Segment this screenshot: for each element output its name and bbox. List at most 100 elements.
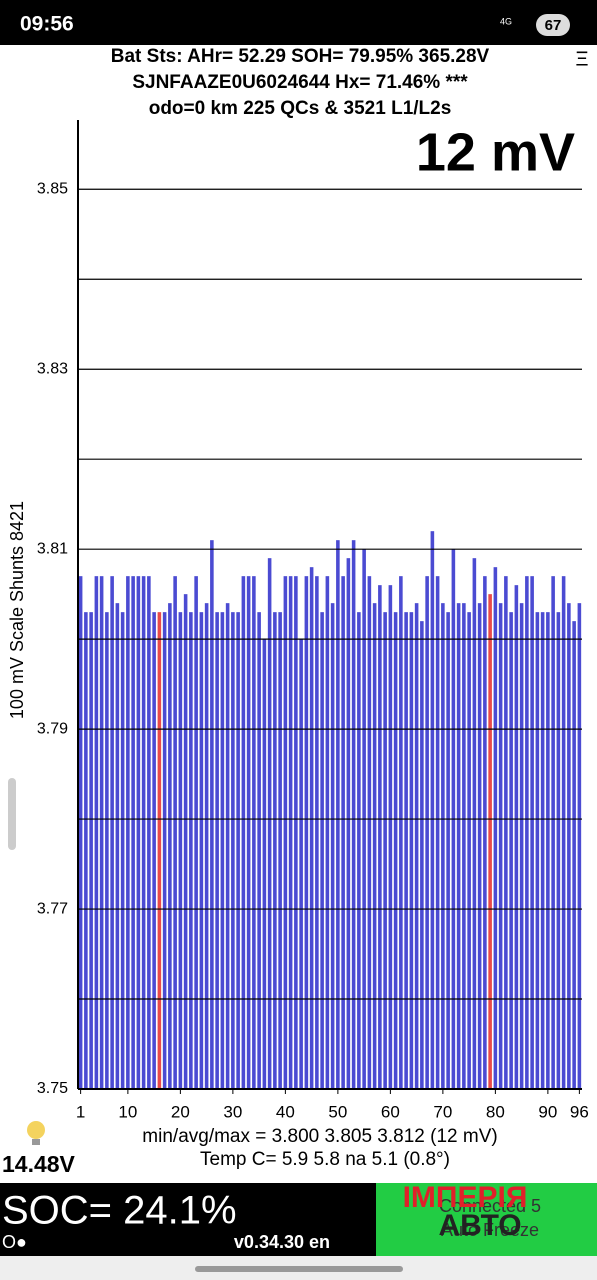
bar [283,576,288,1089]
bar [456,603,461,1089]
home-handle[interactable] [195,1266,403,1272]
bar [78,576,83,1089]
bar [572,621,576,1089]
x-tick-label: 60 [381,1102,400,1121]
bar [215,612,219,1089]
bar [441,603,445,1089]
status-bar [0,0,597,45]
bar [514,585,519,1089]
bar [267,558,272,1089]
bar [414,603,419,1089]
bar [404,612,408,1089]
bar [351,540,356,1089]
bar [367,576,372,1089]
bar [89,612,93,1089]
bar [509,612,513,1089]
bulb-icon[interactable] [27,1121,45,1139]
battery: 67 [545,17,562,34]
bar [199,612,204,1089]
aux-voltage: 14.48V [2,1151,76,1177]
y-tick-label: 3.79 [37,720,68,737]
bar [330,603,335,1089]
y-tick-label: 3.75 [37,1080,68,1097]
bar [504,576,508,1089]
bar [399,576,403,1089]
bar [372,603,377,1089]
y-axis-label: 100 mV Scale Shunts 8421 [7,501,27,719]
stats-line: min/avg/max = 3.800 3.805 3.812 (12 mV) [142,1126,497,1147]
scroll-handle[interactable] [8,778,16,850]
bar [225,603,230,1089]
header-line: odo=0 km 225 QCs & 3521 L1/L2s [149,98,452,119]
stats-line: Temp C= 5.9 5.8 na 5.1 (0.8°) [200,1149,450,1170]
bar [446,612,450,1089]
bar [346,558,351,1089]
bar [189,612,193,1089]
y-tick-label: 3.83 [37,360,68,377]
bar [162,612,167,1089]
bar [210,540,214,1089]
bar [488,594,492,1089]
bar [467,612,471,1089]
bar [304,576,309,1089]
bar [336,540,340,1089]
bar [357,612,361,1089]
bar [126,576,130,1089]
bar [183,594,188,1089]
bar [120,612,125,1089]
bar [498,603,503,1089]
bar [178,612,183,1089]
menu-button[interactable]: Ξ [576,48,589,70]
bar [535,612,540,1089]
connection-box[interactable] [376,1183,597,1256]
x-tick-label: 1 [76,1102,85,1121]
bar [294,576,298,1089]
bar [420,621,424,1089]
bar [577,603,582,1089]
x-tick-label: 70 [433,1102,452,1121]
bar [105,612,109,1089]
bar [152,612,156,1089]
x-tick-label: 30 [223,1102,242,1121]
bar [99,576,104,1089]
bar [430,531,435,1089]
y-tick-label: 3.77 [37,900,68,917]
bar [257,612,261,1089]
connection-status: Connected 5 [439,1196,541,1216]
bar [241,576,246,1089]
bar [168,603,172,1089]
bar [393,612,398,1089]
bar [425,576,429,1089]
bar [561,576,566,1089]
bar [252,576,256,1089]
bar [262,639,267,1089]
bar [315,576,319,1089]
bar [320,612,324,1089]
bar [84,612,88,1089]
time: 09:56 [20,13,74,36]
bar [173,576,177,1089]
bar [94,576,99,1089]
bar [435,576,440,1089]
y-tick-label: 3.81 [37,540,68,557]
bar [567,603,571,1089]
bar [136,576,141,1089]
version: v0.34.30 en [234,1232,330,1252]
bar [477,603,482,1089]
bar [299,639,303,1089]
bar [341,576,345,1089]
bar [194,576,198,1089]
indicator: O● [2,1232,27,1252]
bar [493,567,498,1089]
bar [325,576,330,1089]
watermark: АВТО [438,1209,521,1242]
bulb-base [32,1139,40,1145]
bar [383,612,387,1089]
header-line: SJNFAAZE0U6024644 Hx= 71.46% *** [132,72,468,93]
bar [141,576,146,1089]
bar [556,612,561,1089]
x-tick-label: 40 [276,1102,295,1121]
bar [288,576,293,1089]
